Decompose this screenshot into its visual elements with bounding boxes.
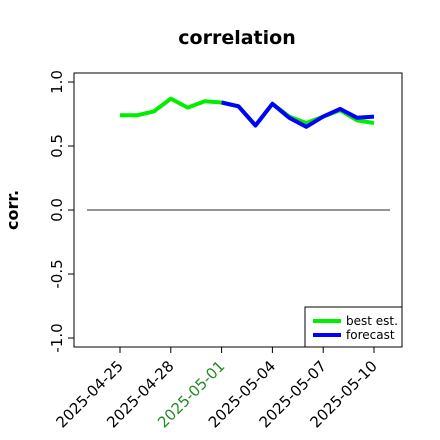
y-axis-label: corr. <box>3 190 22 230</box>
series-line-forecast <box>221 100 375 129</box>
y-tick-label: 0.0 <box>48 198 66 222</box>
y-axis: -1.0 -0.5 0.0 0.5 1.0 <box>48 70 74 353</box>
x-axis: 2025-04-252025-04-282025-05-012025-05-04… <box>52 347 381 431</box>
series-layer <box>120 96 375 129</box>
y-tick-label: -0.5 <box>48 259 66 288</box>
chart-title: correlation <box>178 27 295 49</box>
legend-label: forecast <box>346 328 395 342</box>
legend: best est.forecast <box>304 306 403 348</box>
y-tick-label: -1.0 <box>48 323 66 352</box>
y-tick-label: 1.0 <box>48 70 66 94</box>
legend-label: best est. <box>346 314 398 328</box>
legend-box <box>304 306 403 348</box>
y-tick-label: 0.5 <box>48 134 66 158</box>
